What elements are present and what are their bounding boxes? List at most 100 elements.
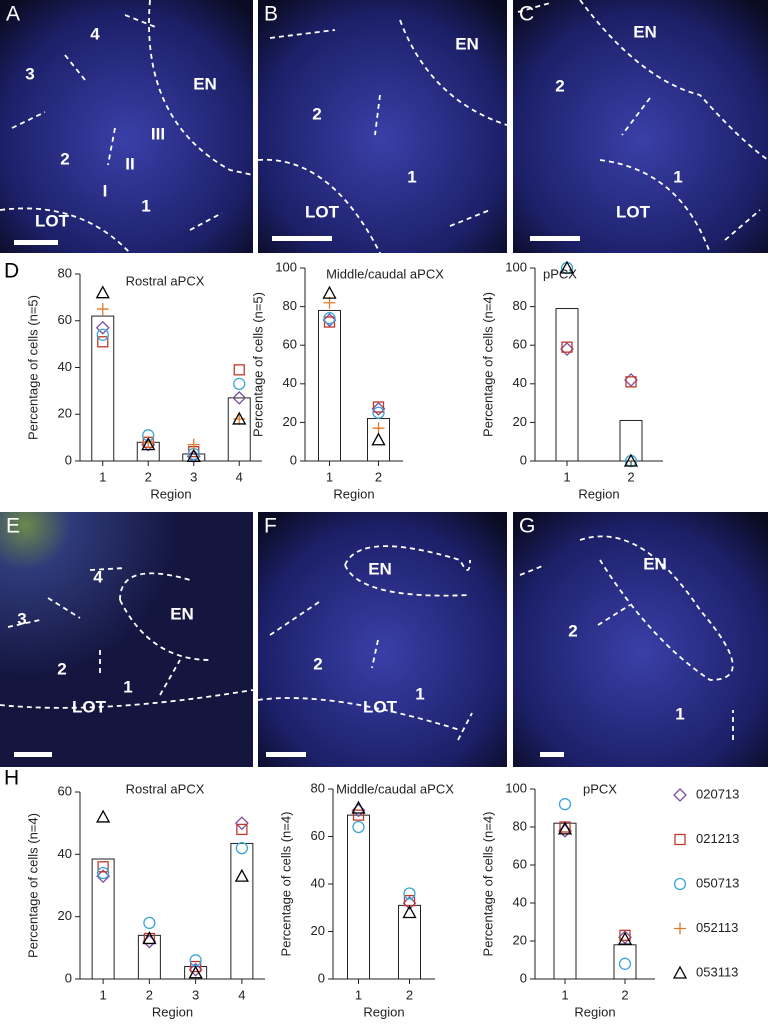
- boundary: [257, 158, 381, 254]
- region-label: LOT: [35, 211, 70, 230]
- chart-title: Rostral aPCX: [126, 273, 205, 288]
- bar: [553, 822, 577, 980]
- marker: [187, 438, 200, 451]
- y-tick-label: 80: [58, 265, 72, 280]
- boundary: [0, 689, 254, 709]
- y-tick-label: 60: [311, 828, 325, 843]
- marker: [95, 320, 110, 335]
- marker: [96, 869, 111, 884]
- marker: [672, 965, 688, 979]
- marker: [558, 798, 572, 811]
- chart-title: pPCX: [543, 266, 577, 281]
- chart-title: Rostral aPCX: [126, 781, 205, 796]
- region-label: EN: [643, 554, 667, 573]
- boundary: [269, 29, 336, 39]
- micrograph: [258, 0, 507, 253]
- y-tick-label: 60: [283, 337, 297, 352]
- boundary: [724, 209, 761, 241]
- boundary: [599, 159, 711, 254]
- region-label: 4: [90, 24, 100, 43]
- region-label: III: [151, 124, 165, 143]
- scale-bar: [540, 752, 564, 757]
- boundary: [399, 19, 508, 126]
- marker: [372, 406, 385, 419]
- bar: [137, 934, 161, 980]
- panel-label: A: [6, 3, 20, 26]
- region-label: 1: [407, 167, 416, 186]
- y-tick-label: 0: [290, 452, 297, 467]
- marker: [673, 788, 687, 802]
- x-tick-label: 1: [561, 987, 568, 1002]
- marker: [322, 285, 337, 299]
- bar: [347, 814, 370, 980]
- chart-title: Middle/caudal aPCX: [326, 266, 444, 281]
- marker: [233, 377, 246, 391]
- region-label: 4: [93, 567, 103, 586]
- bar: [91, 315, 115, 462]
- x-tick-label: 4: [238, 987, 245, 1002]
- marker: [141, 437, 156, 451]
- marker: [559, 260, 575, 274]
- marker: [674, 922, 686, 935]
- region-label: 3: [25, 64, 34, 83]
- marker: [402, 896, 417, 910]
- boundary: [371, 639, 379, 669]
- marker: [322, 313, 337, 328]
- x-tick-label: 4: [236, 469, 243, 484]
- marker: [236, 823, 248, 836]
- marker: [97, 861, 109, 873]
- marker: [323, 316, 336, 328]
- region-label: 2: [60, 149, 69, 168]
- x-axis-label: Region: [578, 486, 619, 501]
- region-label: 2: [313, 654, 322, 673]
- boundary: [7, 619, 41, 628]
- panel-label: H: [4, 767, 19, 790]
- y-tick-label: 40: [513, 894, 527, 909]
- y-tick-label: 80: [311, 780, 325, 795]
- x-tick-label: 2: [145, 469, 152, 484]
- scale-bar: [14, 752, 52, 757]
- marker: [372, 422, 385, 435]
- panel-label: D: [4, 260, 19, 283]
- y-tick-label: 20: [283, 414, 297, 429]
- legend-label: 053113: [696, 964, 738, 979]
- y-tick-label: 0: [520, 970, 527, 985]
- x-tick-label: 3: [190, 469, 197, 484]
- x-tick-label: 2: [406, 987, 413, 1002]
- boundary: [148, 0, 254, 176]
- region-label: EN: [368, 559, 392, 578]
- bar: [619, 419, 643, 462]
- marker: [96, 328, 109, 341]
- marker: [403, 887, 416, 900]
- region-label: 3: [17, 609, 26, 628]
- y-tick-label: 60: [513, 337, 527, 352]
- marker: [186, 448, 201, 462]
- legend-label: 021213: [696, 831, 739, 846]
- boundary: [89, 567, 126, 571]
- y-tick-label: 20: [513, 414, 527, 429]
- x-axis-label: Region: [333, 486, 374, 501]
- boundary: [107, 127, 116, 166]
- boundary: [124, 14, 159, 29]
- marker: [351, 800, 366, 814]
- marker: [143, 916, 156, 930]
- x-tick-label: 1: [326, 469, 333, 484]
- x-tick-label: 2: [621, 987, 628, 1002]
- marker: [96, 809, 111, 823]
- x-tick-label: 1: [355, 987, 362, 1002]
- region-label: EN: [633, 22, 657, 41]
- micrograph: [0, 0, 253, 253]
- marker: [619, 929, 631, 941]
- chart-title: Middle/caudal aPCX: [336, 781, 454, 796]
- y-tick-label: 0: [318, 970, 325, 985]
- region-label: 1: [675, 704, 684, 723]
- y-tick-label: 80: [283, 298, 297, 313]
- boundary: [189, 212, 223, 231]
- region-label: LOT: [305, 202, 340, 221]
- x-tick-label: 1: [563, 469, 570, 484]
- micrograph: [513, 512, 768, 767]
- x-axis-label: Region: [363, 1004, 404, 1019]
- boundary: [449, 209, 491, 227]
- y-axis-label: Percentage of cells (n=4): [480, 292, 495, 437]
